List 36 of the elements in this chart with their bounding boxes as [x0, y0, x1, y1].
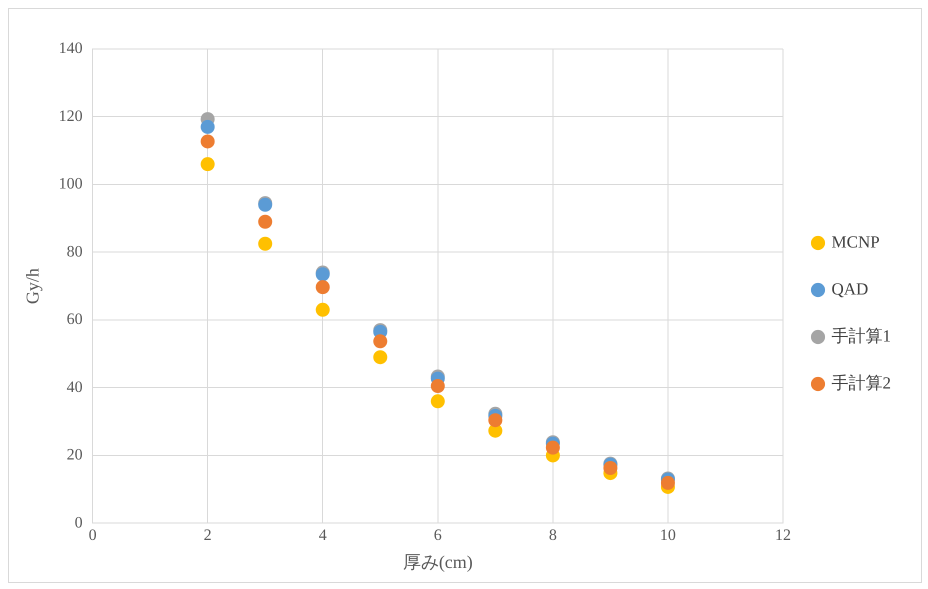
y-tick-label: 0	[74, 514, 83, 532]
point	[316, 302, 330, 317]
point	[546, 440, 560, 455]
x-tick-label: 8	[548, 527, 557, 544]
x-tick-label: 0	[88, 527, 97, 544]
point	[316, 280, 330, 294]
point	[430, 394, 445, 408]
point	[603, 460, 618, 475]
y-tick-label: 140	[58, 40, 83, 58]
y-tick-label: 40	[66, 378, 83, 396]
y-tick-label: 100	[58, 176, 83, 193]
point	[200, 134, 215, 148]
y-axis-title: Gy/h	[22, 268, 43, 304]
legend-label: 手計算2	[832, 373, 891, 392]
point	[488, 413, 502, 428]
legend-label: MCNP	[832, 232, 880, 252]
y-tick-label: 120	[58, 108, 83, 125]
x-tick-label: 12	[775, 527, 791, 544]
point	[660, 476, 675, 490]
point	[373, 350, 388, 364]
x-tick-label: 6	[434, 527, 442, 544]
legend-label: 手計算1	[832, 326, 891, 346]
point	[200, 120, 215, 134]
legend-label: QAD	[832, 279, 868, 298]
x-tick-label: 2	[204, 527, 212, 544]
x-tick-label: 4	[318, 527, 327, 544]
point	[258, 236, 272, 251]
point	[200, 157, 215, 172]
point	[373, 334, 388, 348]
y-tick-label: 80	[66, 243, 83, 260]
point	[430, 379, 445, 394]
y-tick-label: 20	[66, 446, 83, 464]
x-tick-label: 10	[660, 527, 676, 544]
y-tick-label: 60	[66, 311, 83, 328]
point	[258, 214, 272, 229]
x-axis-title: 厚み(cm)	[402, 552, 473, 572]
